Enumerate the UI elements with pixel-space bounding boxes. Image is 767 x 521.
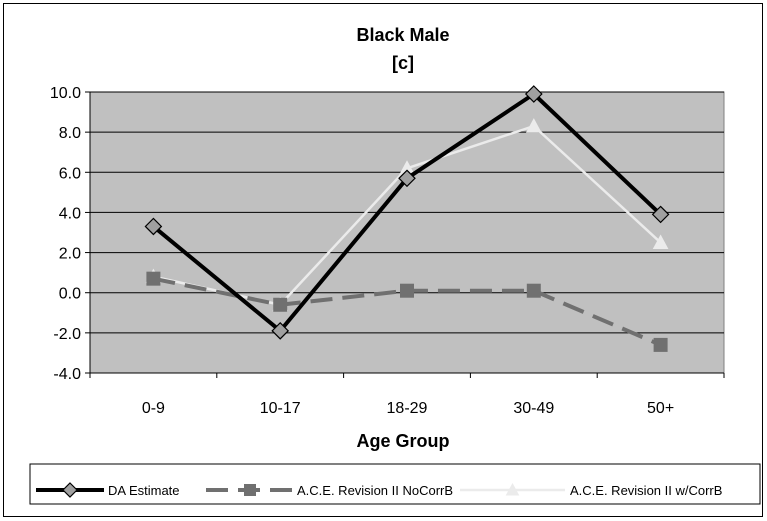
x-tick-label: 50+ [647, 400, 674, 417]
legend-box [29, 463, 761, 505]
square-marker [244, 484, 256, 496]
x-axis-title: Age Group [357, 431, 450, 451]
square-marker [526, 283, 541, 298]
square-marker [146, 271, 161, 286]
y-tick-label: -4.0 [53, 366, 81, 383]
diamond-marker [271, 322, 290, 340]
y-tick-label: 10.0 [50, 85, 81, 102]
triangle-marker [525, 118, 542, 133]
diamond-marker [62, 482, 78, 498]
x-tick-label: 10-17 [260, 400, 301, 417]
square-marker [273, 297, 288, 312]
legend: DA Estimate A.C.E. Revision II NoCorrB A.C… [36, 482, 722, 498]
diamond-marker [524, 85, 543, 103]
diamond-marker [398, 169, 416, 188]
chart-subtitle: [c] [392, 53, 414, 73]
x-tick-label: 30-49 [513, 400, 554, 417]
legend-label: DA Estimate [108, 483, 180, 498]
y-tick-label: -2.0 [53, 326, 81, 343]
triangle-marker [652, 234, 669, 250]
plot-area [89, 91, 725, 374]
square-marker [400, 283, 414, 298]
legend-label: A.C.E. Revision II w/CorrB [570, 483, 722, 498]
legend-entry: A.C.E. Revision II NoCorrB [206, 483, 453, 498]
y-tick-label: 0.0 [59, 286, 81, 303]
x-tick-label: 18-29 [387, 400, 428, 417]
legend-label: A.C.E. Revision II NoCorrB [297, 483, 453, 498]
series-layer [144, 85, 670, 352]
legend-entry: DA Estimate [36, 482, 180, 498]
diamond-marker [651, 205, 670, 224]
square-marker [653, 337, 668, 352]
y-tick-label: 8.0 [59, 125, 81, 142]
x-tick-label: 0-9 [142, 400, 165, 417]
legend-entry: A.C.E. Revision II w/CorrB [460, 482, 722, 498]
series-1 [146, 271, 668, 352]
y-tick-label: 6.0 [59, 165, 81, 182]
chart-title: Black Male [356, 25, 449, 45]
y-axis: -4.0 -2.0 0.0 2.0 4.0 6.0 8.0 10.0 [50, 85, 91, 383]
y-tick-label: 2.0 [59, 246, 81, 263]
x-axis: 0-9 10-17 18-29 30-49 50+ [89, 372, 725, 417]
series-0 [144, 85, 670, 340]
diamond-marker [144, 217, 163, 236]
triangle-marker [505, 482, 520, 496]
y-tick-label: 4.0 [59, 205, 81, 222]
